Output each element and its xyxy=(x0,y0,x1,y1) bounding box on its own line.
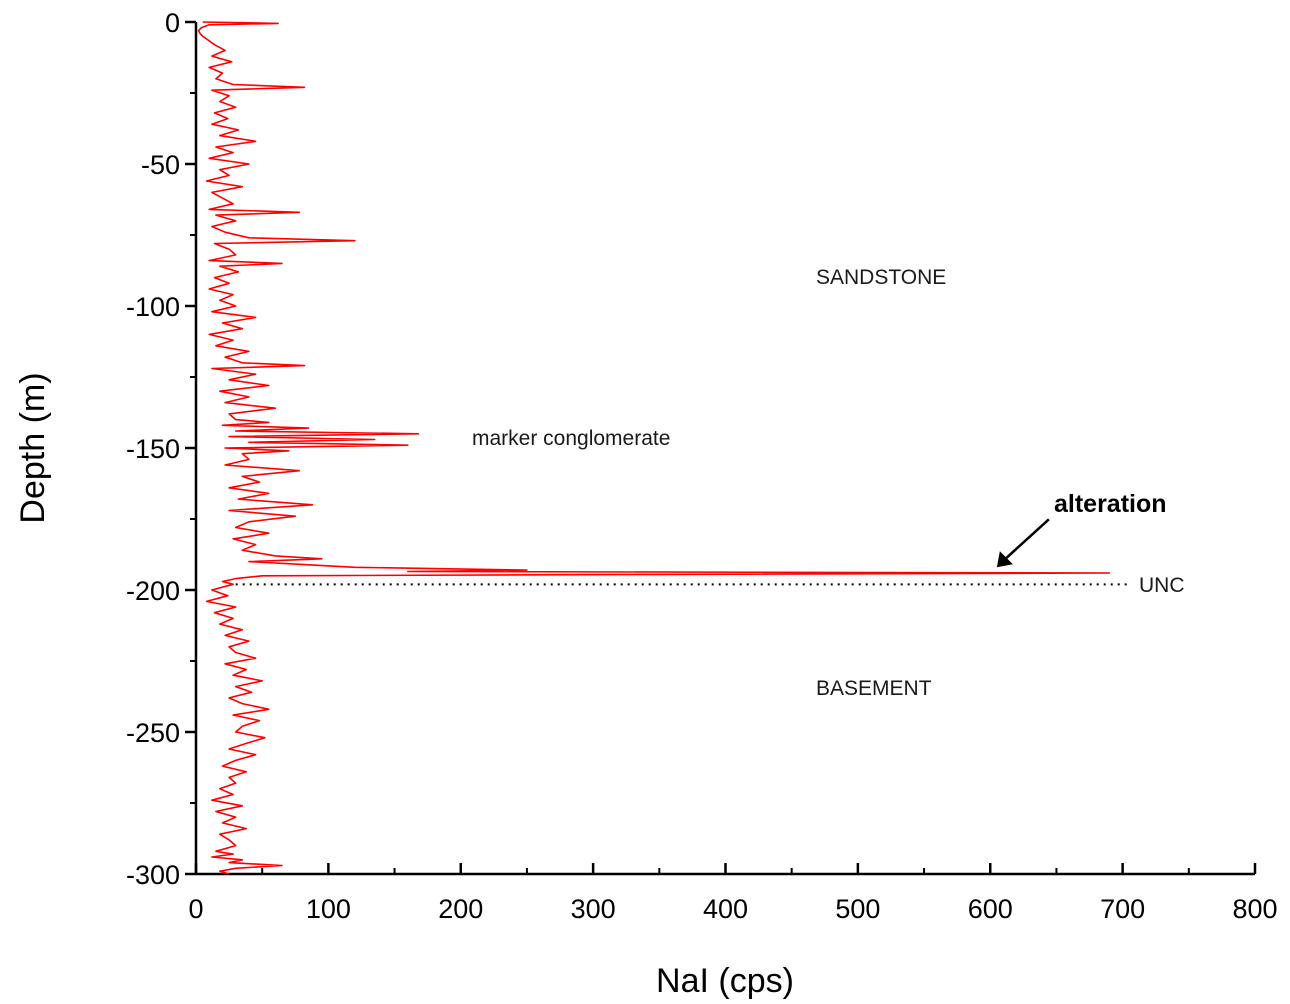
x-tick-label: 400 xyxy=(703,894,748,924)
y-tick-label: -250 xyxy=(126,718,180,748)
ticks xyxy=(185,20,1257,876)
alteration-arrow-head xyxy=(996,551,1013,568)
axes xyxy=(194,22,1255,876)
y-tick-label: -50 xyxy=(141,150,180,180)
unc-label: UNC xyxy=(1139,574,1185,597)
x-tick-label: 300 xyxy=(571,894,616,924)
x-tick-label: 500 xyxy=(835,894,880,924)
series-group xyxy=(197,21,1111,875)
y-tick-label: -150 xyxy=(126,434,180,464)
y-tick-label: -100 xyxy=(126,292,180,322)
nai-trace xyxy=(197,21,1111,875)
basement-label: BASEMENT xyxy=(816,677,932,700)
alteration-arrow-shaft xyxy=(1004,518,1050,561)
y-tick-label: -200 xyxy=(126,576,180,606)
tick-labels: 0 100 200 300 400 500 600 700 800 0 -50 -100 -150 -20… xyxy=(126,8,1278,924)
x-tick-label: 200 xyxy=(438,894,483,924)
x-tick-label: 700 xyxy=(1100,894,1145,924)
x-tick-label: 600 xyxy=(968,894,1013,924)
x-tick-label: 0 xyxy=(188,894,203,924)
annotations xyxy=(235,518,1130,586)
marker-conglomerate-label: marker conglomerate xyxy=(472,427,670,450)
x-tick-label: 100 xyxy=(306,894,351,924)
x-tick-label: 800 xyxy=(1232,894,1277,924)
y-tick-label: 0 xyxy=(165,8,180,38)
sandstone-label: SANDSTONE xyxy=(816,266,946,289)
y-axis-title: Depth (m) xyxy=(14,372,52,523)
x-axis-title: NaI (cps) xyxy=(656,962,794,1000)
alteration-label: alteration xyxy=(1054,490,1167,518)
y-tick-label: -300 xyxy=(126,860,180,890)
